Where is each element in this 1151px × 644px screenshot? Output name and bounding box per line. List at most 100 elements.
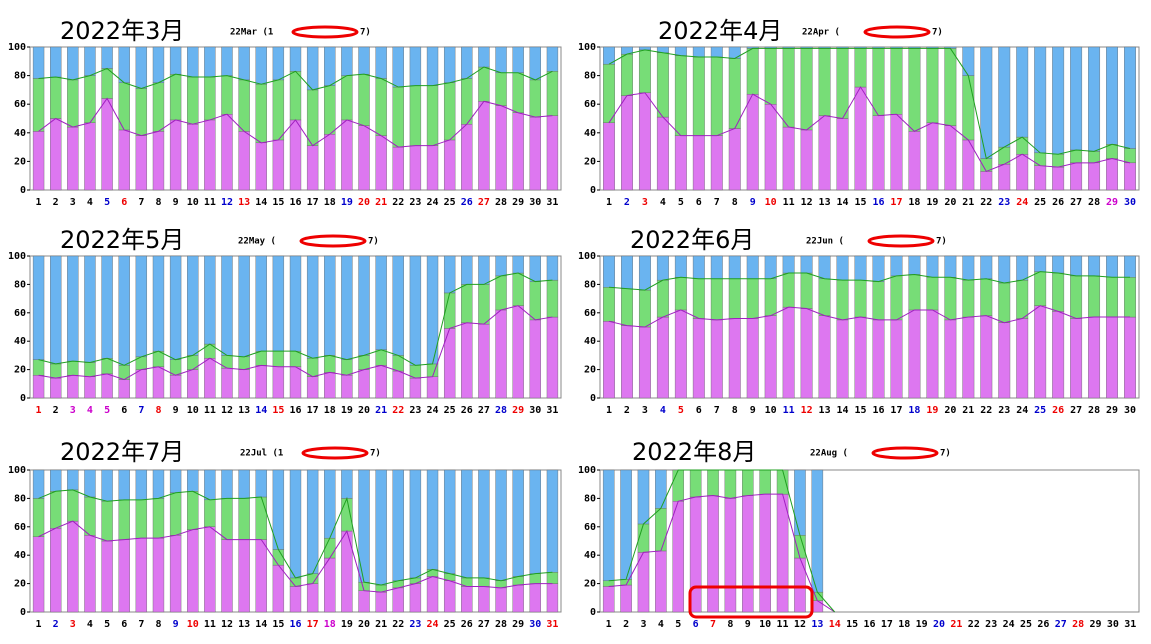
bar-segment bbox=[1106, 277, 1118, 318]
x-tick-label: 3 bbox=[70, 619, 76, 630]
bar-segment bbox=[1070, 255, 1083, 277]
y-tick-label: 20 bbox=[14, 579, 26, 590]
x-tick-label: 18 bbox=[324, 197, 336, 208]
x-tick-label: 23 bbox=[985, 619, 997, 630]
bar-segment bbox=[50, 377, 62, 399]
bar-segment bbox=[637, 523, 650, 553]
x-tick-label: 3 bbox=[70, 197, 76, 208]
bar-segment bbox=[692, 56, 705, 136]
subtitle: 22May ( bbox=[238, 237, 276, 247]
bar-segment bbox=[776, 469, 789, 495]
bar-segment bbox=[32, 255, 45, 360]
bar-segment bbox=[152, 82, 165, 132]
x-tick-label: 19 bbox=[341, 405, 353, 416]
bar-segment bbox=[67, 469, 79, 491]
bar-segment bbox=[1052, 154, 1065, 168]
plot-area bbox=[599, 255, 1140, 399]
bar-segment bbox=[692, 318, 705, 399]
bar-segment bbox=[358, 73, 370, 126]
x-tick-label: 20 bbox=[944, 197, 956, 208]
bar-segment bbox=[818, 278, 831, 316]
bar-segment bbox=[50, 491, 62, 529]
x-tick-label: 13 bbox=[238, 619, 250, 630]
bar-segment bbox=[255, 83, 267, 144]
bar-segment bbox=[637, 469, 650, 525]
bar-segment bbox=[512, 469, 524, 577]
bar-segment bbox=[728, 58, 741, 129]
bar-segment bbox=[32, 498, 45, 537]
bar-segment bbox=[689, 496, 702, 613]
bar-segment bbox=[674, 55, 687, 136]
bar-segment bbox=[358, 46, 370, 75]
bar-segment bbox=[674, 277, 687, 311]
x-tick-label: 8 bbox=[155, 405, 161, 416]
x-tick-label: 27 bbox=[1055, 619, 1067, 630]
x-tick-label: 17 bbox=[890, 197, 902, 208]
bar-segment bbox=[152, 498, 165, 539]
bar-segment bbox=[152, 46, 165, 83]
x-tick-label: 29 bbox=[512, 197, 524, 208]
bar-segment bbox=[289, 469, 302, 579]
bar-segment bbox=[324, 255, 336, 356]
bar-segment bbox=[272, 366, 285, 399]
x-tick-label: 4 bbox=[658, 619, 664, 630]
x-tick-label: 19 bbox=[926, 197, 938, 208]
bar-segment bbox=[135, 469, 148, 501]
bar-segment bbox=[908, 309, 921, 399]
bar-segment bbox=[135, 135, 148, 191]
bar-segment bbox=[478, 284, 490, 325]
redaction bbox=[301, 446, 369, 460]
bar-segment bbox=[638, 92, 651, 191]
x-tick-label: 24 bbox=[1016, 197, 1028, 208]
x-tick-label: 9 bbox=[750, 197, 756, 208]
bar-segment bbox=[324, 355, 336, 373]
bar-segment bbox=[461, 78, 473, 125]
bar-segment bbox=[818, 255, 831, 279]
bar-segment bbox=[67, 79, 79, 128]
y-tick-label: 20 bbox=[584, 579, 596, 590]
bar-segment bbox=[238, 79, 250, 132]
bar-segment bbox=[32, 359, 45, 376]
bar-segment bbox=[152, 255, 165, 352]
x-tick-label: 4 bbox=[660, 405, 666, 416]
x-tick-label: 5 bbox=[675, 619, 681, 630]
x-tick-label: 15 bbox=[272, 619, 284, 630]
bar-segment bbox=[221, 114, 233, 191]
bar-segment bbox=[602, 586, 615, 613]
y-tick-label: 100 bbox=[578, 42, 596, 53]
bar-segment bbox=[926, 48, 939, 123]
stack-line bbox=[38, 272, 553, 366]
redaction bbox=[863, 25, 931, 39]
bar-segment bbox=[1016, 255, 1029, 281]
bar-segment bbox=[152, 469, 165, 499]
x-tick-label: 8 bbox=[155, 197, 161, 208]
bar-segment bbox=[392, 370, 404, 399]
bar-segment bbox=[1124, 316, 1136, 399]
x-tick-label: 11 bbox=[777, 619, 789, 630]
x-tick-label: 20 bbox=[358, 405, 370, 416]
bar-segment bbox=[392, 86, 404, 148]
bar-segment bbox=[118, 46, 130, 83]
bar-segment bbox=[409, 469, 422, 579]
bar-segment bbox=[426, 145, 439, 191]
x-tick-label: 6 bbox=[696, 405, 702, 416]
bar-segment bbox=[101, 68, 113, 99]
x-tick-label: 4 bbox=[87, 619, 93, 630]
bar-segment bbox=[341, 469, 353, 499]
bar-segment bbox=[800, 255, 813, 274]
bar-segment bbox=[962, 255, 975, 281]
subtitle: 7) bbox=[360, 28, 371, 38]
bar-segment bbox=[306, 145, 319, 191]
bar-segment bbox=[944, 48, 957, 126]
x-tick-label: 15 bbox=[272, 405, 284, 416]
x-tick-label: 7 bbox=[714, 405, 720, 416]
bar-segment bbox=[1106, 144, 1118, 159]
bar-segment bbox=[710, 46, 723, 58]
bar-segment bbox=[272, 350, 285, 367]
x-tick-label: 23 bbox=[998, 405, 1010, 416]
bar-segment bbox=[443, 255, 456, 294]
bar-segment bbox=[656, 116, 669, 191]
y-tick-label: 0 bbox=[20, 607, 26, 618]
x-tick-label: 7 bbox=[714, 197, 720, 208]
bar-segment bbox=[375, 349, 387, 366]
